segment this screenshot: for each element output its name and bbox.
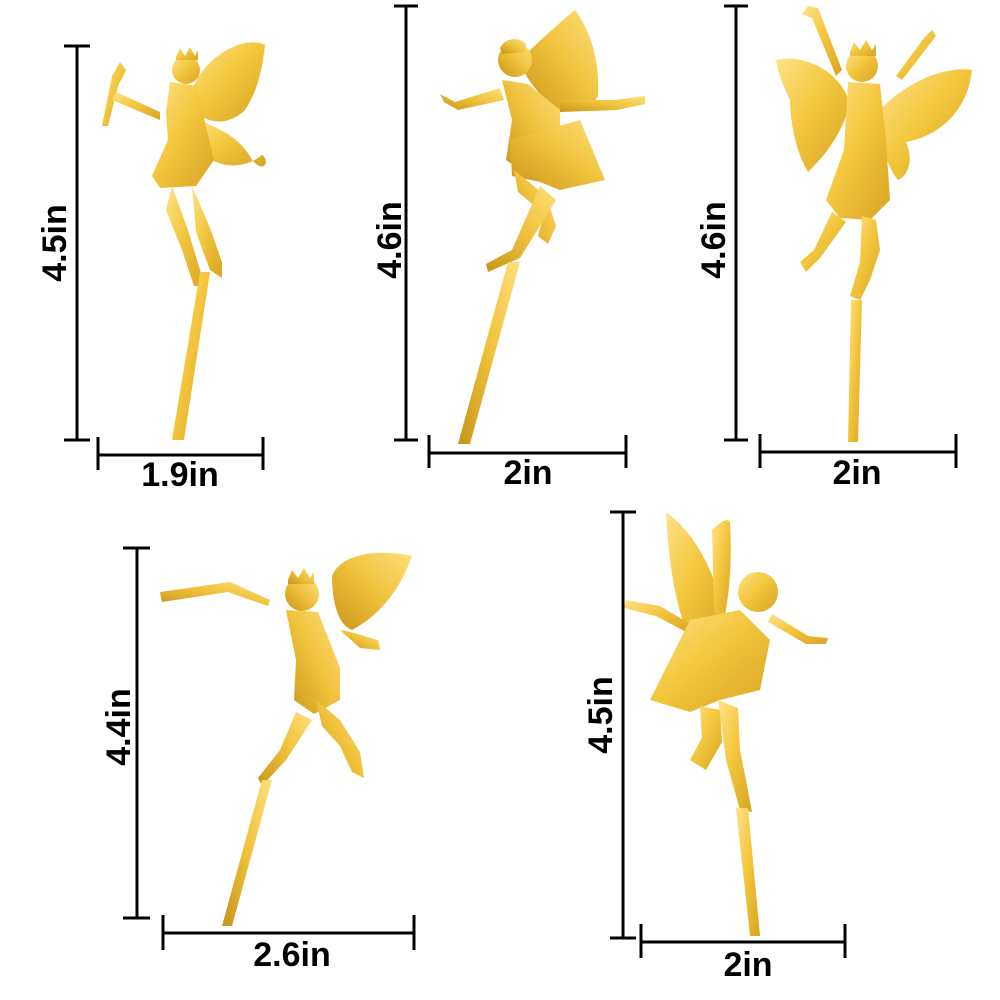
topper-3: 4.6in 2in <box>695 4 972 492</box>
width-dimension-3 <box>758 434 958 468</box>
topper-2: 4.6in 2in <box>371 4 645 492</box>
width-label-3: 2in <box>832 454 881 492</box>
width-label-1: 1.9in <box>141 456 218 494</box>
height-label-5: 4.5in <box>582 676 620 753</box>
height-dimension-4 <box>123 546 150 920</box>
topper-1: 4.5in 1.9in <box>36 42 266 494</box>
width-label-4: 2.6in <box>253 936 330 974</box>
height-dimension-3 <box>724 4 748 442</box>
fairy-arms-raised-silhouette <box>776 6 972 442</box>
fairy-flying-silhouette <box>440 10 645 444</box>
width-dimension-5 <box>639 924 847 958</box>
height-label-2: 4.6in <box>371 201 409 278</box>
height-label-3: 4.6in <box>695 201 733 278</box>
height-dimension-1 <box>64 44 90 442</box>
height-label-4: 4.4in <box>100 688 138 765</box>
height-dimension-5 <box>610 510 636 940</box>
width-dimension-2 <box>427 435 628 468</box>
fairy-flying-wand-silhouette <box>160 552 412 926</box>
topper-5: 4.5in 2in <box>582 510 847 984</box>
fairy-dancing-silhouette <box>624 512 828 936</box>
width-label-5: 2in <box>723 946 772 984</box>
height-label-1: 4.5in <box>36 204 74 281</box>
height-dimension-2 <box>394 4 418 442</box>
fairy-wand-silhouette <box>102 42 266 440</box>
width-dimension-4 <box>161 915 416 950</box>
topper-4: 4.4in 2.6in <box>100 546 416 974</box>
width-label-2: 2in <box>503 454 552 492</box>
width-dimension-1 <box>96 437 265 470</box>
